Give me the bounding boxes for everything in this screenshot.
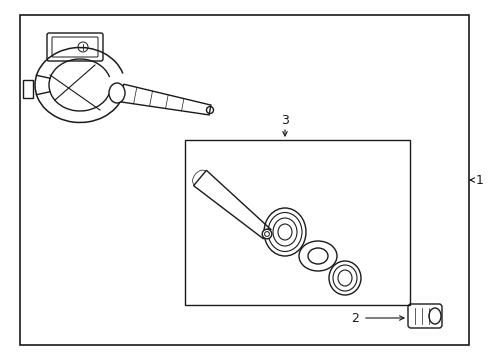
Text: 3: 3: [281, 114, 288, 127]
Bar: [23, 80, 33, 98]
Circle shape: [262, 229, 271, 239]
Ellipse shape: [109, 83, 125, 103]
Text: 2: 2: [350, 311, 358, 324]
Text: 1: 1: [475, 174, 483, 186]
Polygon shape: [193, 170, 270, 239]
Polygon shape: [120, 84, 210, 115]
Bar: [184, 140, 409, 305]
